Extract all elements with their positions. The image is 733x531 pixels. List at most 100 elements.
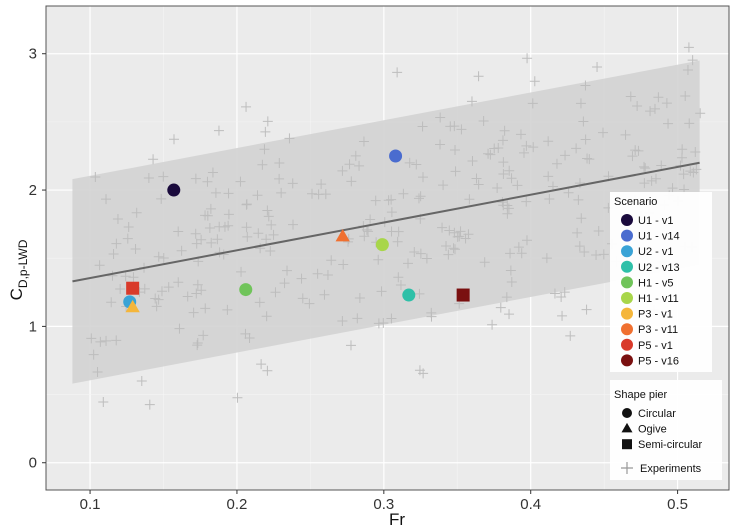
experiment-marker: [580, 80, 591, 91]
experiment-marker: [493, 143, 504, 154]
experiment-marker: [136, 376, 147, 387]
legend-key-7: [621, 323, 633, 336]
experiment-marker: [497, 197, 508, 208]
experiment-marker: [403, 258, 414, 269]
experiment-marker: [261, 311, 272, 322]
experiment-marker: [101, 194, 112, 205]
experiment-marker: [192, 279, 203, 290]
experiment-marker: [192, 340, 203, 351]
experiment-marker: [223, 209, 234, 220]
experiment-marker: [284, 133, 295, 144]
y-tick-label-1: 1: [29, 318, 37, 335]
legend-key-0: [621, 214, 633, 226]
experiment-marker: [667, 183, 678, 194]
experiment-marker: [112, 213, 123, 224]
experiment-marker: [415, 191, 426, 202]
legend-label-1: U1 - v14: [638, 231, 680, 243]
experiment-marker: [139, 283, 150, 294]
experiment-marker: [206, 237, 217, 248]
experiment-marker: [153, 294, 164, 305]
experiment-marker: [393, 272, 404, 283]
experiment-marker: [316, 179, 327, 190]
experiment-marker: [478, 116, 489, 127]
experiment-marker: [485, 149, 496, 160]
legend-experiments-label: Experiments: [640, 463, 702, 475]
legend-shape-label-0: Circular: [638, 408, 676, 420]
experiment-marker: [158, 171, 169, 182]
legend-key-1: [621, 229, 633, 242]
experiment-marker: [373, 254, 384, 265]
experiment-marker: [445, 121, 456, 132]
experiment-marker: [158, 253, 169, 264]
experiment-marker: [444, 225, 455, 236]
experiment-marker: [338, 259, 349, 270]
experiment-marker: [479, 257, 490, 268]
legend-key-6: [621, 307, 633, 320]
experiment-marker: [645, 106, 656, 117]
experiment-marker: [556, 291, 567, 302]
experiment-marker: [88, 349, 99, 360]
experiment-marker: [386, 226, 397, 237]
experiment-marker: [319, 289, 330, 300]
experiment-marker: [210, 187, 221, 198]
experiment-marker: [521, 140, 532, 151]
experiment-marker: [492, 183, 503, 194]
experiment-marker: [254, 297, 265, 308]
experiment-marker: [122, 233, 133, 244]
experiment-marker: [383, 195, 394, 206]
experiment-marker: [677, 144, 688, 155]
experiment-marker: [649, 103, 660, 114]
plot-border: [45, 5, 730, 491]
experiment-marker: [214, 221, 225, 232]
experiment-marker: [354, 160, 365, 171]
experiment-marker: [320, 189, 331, 200]
scenario-point-8: [126, 281, 140, 295]
experiment-marker: [90, 172, 101, 183]
experiment-marker: [148, 154, 159, 165]
experiment-marker: [409, 247, 420, 258]
experiment-marker: [415, 248, 426, 259]
experiment-marker: [242, 231, 253, 242]
scenario-point-6: [125, 299, 140, 313]
experiment-marker: [620, 129, 631, 140]
experiment-marker: [358, 136, 369, 147]
experiment-marker: [176, 245, 187, 256]
experiment-marker: [466, 96, 477, 107]
experiment-marker: [188, 307, 199, 318]
x-tick-label-1: 0.2: [227, 496, 248, 513]
experiment-marker: [563, 187, 574, 198]
experiment-marker: [421, 253, 432, 264]
experiment-marker: [386, 313, 397, 324]
experiment-marker: [274, 173, 285, 184]
legend-shape-label-2: Semi-circular: [638, 439, 703, 451]
y-axis: 0 1 2 3: [29, 46, 46, 472]
experiment-marker: [205, 203, 216, 214]
experiment-marker: [518, 147, 529, 158]
experiment-marker: [252, 190, 263, 201]
experiment-marker: [435, 112, 446, 123]
experiment-marker: [411, 159, 422, 170]
experiment-marker: [632, 101, 643, 112]
experiment-marker: [276, 187, 287, 198]
experiment-marker: [505, 265, 516, 276]
experiment-marker: [94, 260, 105, 271]
experiment-marker: [487, 319, 498, 330]
x-tick-label-0: 0.1: [80, 496, 101, 513]
experiment-marker: [200, 210, 211, 221]
experiment-marker: [682, 64, 693, 75]
regression-line: [72, 161, 700, 283]
experiment-marker: [504, 165, 515, 176]
experiment-marker: [460, 233, 471, 244]
experiment-marker: [557, 310, 568, 321]
experiment-marker: [196, 285, 207, 296]
experiment-marker: [151, 301, 162, 312]
experiment-marker: [456, 124, 467, 135]
experiment-marker: [268, 229, 279, 240]
legend-shape-label-1: Ogive: [638, 424, 667, 436]
experiment-marker: [241, 222, 252, 233]
experiment-marker: [565, 330, 576, 341]
experiment-marker: [212, 234, 223, 245]
experiment-marker: [573, 194, 584, 205]
experiment-marker: [504, 309, 515, 320]
experiment-marker: [196, 234, 207, 245]
